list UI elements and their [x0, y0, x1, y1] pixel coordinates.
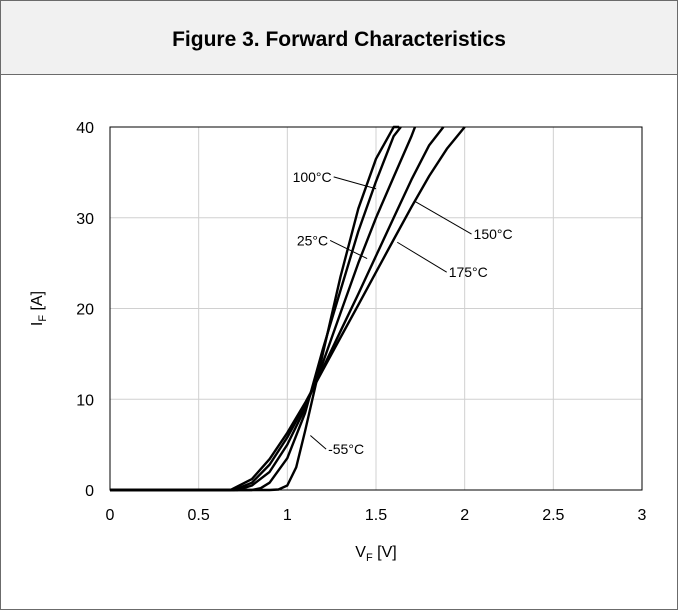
- x-tick-label: 0: [106, 507, 115, 524]
- annotation-leader-line: [333, 176, 377, 190]
- series-line: [110, 125, 400, 492]
- y-axis-label: IF [A]: [29, 291, 49, 326]
- figure-title: Figure 3. Forward Characteristics: [172, 28, 506, 51]
- y-axis-label-sub: F: [37, 315, 49, 322]
- series-line: [110, 126, 402, 492]
- x-axis-label-sub: F: [366, 552, 373, 564]
- y-axis-label-main: I: [29, 322, 46, 326]
- x-tick-label: 0.5: [188, 507, 210, 524]
- series-annotation-label: 100°C: [293, 169, 332, 185]
- x-tick-label: 2: [460, 507, 469, 524]
- figure-header: Figure 3. Forward Characteristics: [1, 1, 677, 75]
- y-tick-label: 30: [76, 211, 94, 228]
- series-annotation-label: -55°C: [328, 441, 364, 457]
- x-axis-label-main: V: [355, 544, 366, 561]
- x-tick-label: 3: [638, 507, 647, 524]
- series-annotation-label: 150°C: [474, 226, 513, 242]
- y-tick-label: 0: [85, 483, 94, 500]
- x-axis-label-unit: [V]: [373, 544, 397, 561]
- annotation-layer: 100°C 150°C 25°C 175°C -55°C: [293, 169, 513, 457]
- annotation-leader-line: [329, 239, 368, 260]
- x-tick-label: 2.5: [542, 507, 564, 524]
- y-tick-label: 10: [76, 392, 94, 409]
- grid-layer: [110, 127, 642, 490]
- series-line: [110, 126, 445, 492]
- series-annotation-label: 175°C: [449, 264, 488, 280]
- plot-area-border: [109, 126, 643, 491]
- series-line: [110, 126, 417, 492]
- x-tick-label: 1.5: [365, 507, 387, 524]
- series-layer: [110, 125, 466, 492]
- series-line: [110, 126, 466, 492]
- series-annotation-label: 25°C: [297, 232, 328, 248]
- y-tick-label: 20: [76, 302, 94, 319]
- annotation-leader-line: [397, 241, 447, 273]
- y-tick-label: 40: [76, 120, 94, 137]
- x-axis-label: VF [V]: [355, 544, 396, 564]
- x-tick-label: 1: [283, 507, 292, 524]
- y-axis-label-unit: [A]: [29, 291, 46, 315]
- annotation-leader-line: [310, 435, 327, 450]
- annotation-leader-line: [414, 200, 472, 235]
